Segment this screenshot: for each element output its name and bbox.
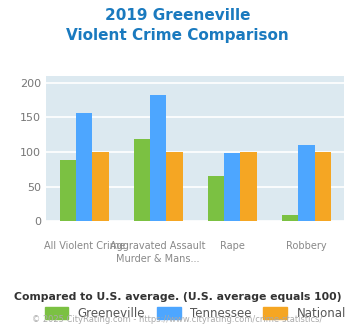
Text: 2019 Greeneville: 2019 Greeneville (105, 8, 250, 23)
Bar (76, 113, 92, 221)
Bar (315, 152, 331, 221)
Text: Violent Crime Comparison: Violent Crime Comparison (66, 28, 289, 43)
Bar (298, 145, 315, 221)
Bar (208, 176, 224, 221)
Text: All Violent Crime: All Violent Crime (44, 241, 125, 250)
Text: Murder & Mans...: Murder & Mans... (116, 254, 200, 264)
Text: Robbery: Robbery (286, 241, 327, 250)
Bar (166, 152, 183, 221)
Bar (240, 152, 257, 221)
Bar (60, 160, 76, 221)
Text: © 2025 CityRating.com - https://www.cityrating.com/crime-statistics/: © 2025 CityRating.com - https://www.city… (32, 315, 323, 324)
Bar (92, 152, 109, 221)
Bar (150, 95, 166, 221)
Bar (282, 215, 298, 221)
Text: Compared to U.S. average. (U.S. average equals 100): Compared to U.S. average. (U.S. average … (14, 292, 341, 302)
Bar (134, 139, 150, 221)
Legend: Greeneville, Tennessee, National: Greeneville, Tennessee, National (40, 303, 350, 325)
Bar (224, 153, 240, 221)
Text: Aggravated Assault: Aggravated Assault (110, 241, 206, 250)
Text: Rape: Rape (220, 241, 245, 250)
